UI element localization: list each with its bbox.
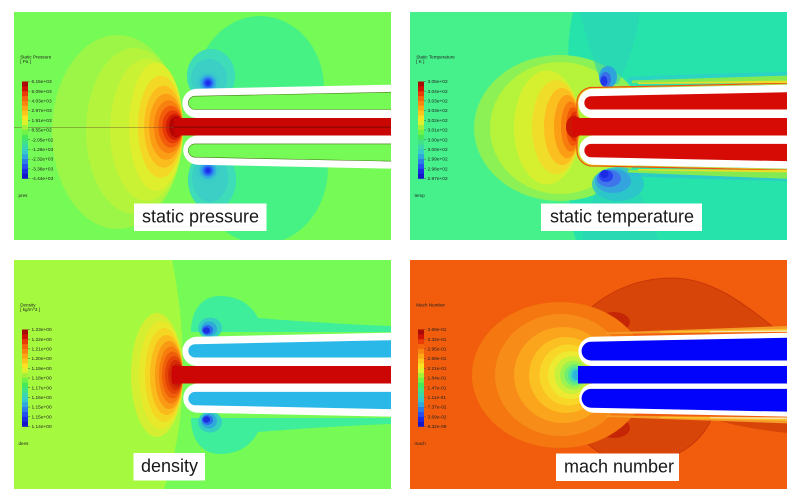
svg-text:3.04e+02: 3.04e+02: [428, 89, 448, 95]
svg-text:3.32e-01: 3.32e-01: [428, 337, 447, 343]
svg-text:dens: dens: [19, 441, 30, 446]
svg-text:3.03e+02: 3.03e+02: [428, 108, 448, 114]
svg-text:-3.38e+03: -3.38e+03: [32, 166, 54, 172]
svg-text:temp: temp: [415, 193, 426, 198]
svg-text:1.91e+03: 1.91e+03: [32, 118, 52, 124]
svg-text:[ K ]: [ K ]: [416, 59, 424, 64]
svg-text:2.99e+02: 2.99e+02: [428, 157, 448, 163]
svg-text:3.00e+02: 3.00e+02: [428, 137, 448, 143]
svg-text:2.98e+02: 2.98e+02: [428, 166, 448, 172]
svg-text:-2.32e+03: -2.32e+03: [32, 157, 54, 163]
svg-text:[ kg/m^3 ]: [ kg/m^3 ]: [20, 307, 40, 312]
svg-text:mach: mach: [415, 441, 427, 446]
svg-text:1.15e+00: 1.15e+00: [32, 414, 52, 420]
svg-text:Mach Number: Mach Number: [416, 303, 445, 308]
svg-text:1.11e-01: 1.11e-01: [428, 395, 447, 401]
svg-text:-4.44e+03: -4.44e+03: [32, 176, 54, 182]
svg-text:1.84e-01: 1.84e-01: [428, 376, 447, 382]
svg-text:1.15e+00: 1.15e+00: [32, 405, 52, 411]
svg-text:7.37e-02: 7.37e-02: [428, 405, 447, 411]
svg-text:2.97e+03: 2.97e+03: [32, 108, 52, 114]
svg-text:1.47e-01: 1.47e-01: [428, 385, 447, 391]
svg-text:mach number: mach number: [564, 457, 674, 477]
svg-text:static temperature: static temperature: [550, 207, 694, 227]
svg-text:3.01e+02: 3.01e+02: [428, 128, 448, 134]
svg-text:3.69e-01: 3.69e-01: [428, 327, 447, 333]
svg-text:1.19e+00: 1.19e+00: [32, 366, 52, 372]
svg-text:Static Temperature: Static Temperature: [416, 55, 455, 60]
svg-text:static pressure: static pressure: [142, 207, 259, 227]
svg-text:-2.05e+02: -2.05e+02: [32, 137, 54, 143]
svg-text:Static Pressure: Static Pressure: [20, 55, 52, 60]
svg-text:8.32e-09: 8.32e-09: [428, 424, 447, 430]
svg-text:3.05e+02: 3.05e+02: [428, 79, 448, 85]
svg-text:Density: Density: [20, 303, 36, 308]
svg-text:[ Pa ]: [ Pa ]: [20, 59, 31, 64]
svg-text:6.15e+03: 6.15e+03: [32, 79, 52, 85]
svg-text:1.16e+00: 1.16e+00: [32, 395, 52, 401]
svg-text:1.18e+00: 1.18e+00: [32, 376, 52, 382]
svg-text:1.14e+00: 1.14e+00: [32, 424, 52, 430]
svg-text:density: density: [141, 456, 198, 476]
svg-text:3.03e+02: 3.03e+02: [428, 99, 448, 105]
svg-text:3.69e-02: 3.69e-02: [428, 414, 447, 420]
svg-text:2.95e-01: 2.95e-01: [428, 347, 447, 353]
svg-text:1.21e+00: 1.21e+00: [32, 347, 52, 353]
svg-text:8.55e+02: 8.55e+02: [32, 128, 52, 134]
svg-text:1.17e+00: 1.17e+00: [32, 385, 52, 391]
svg-text:2.58e-01: 2.58e-01: [428, 356, 447, 362]
svg-text:5.09e+03: 5.09e+03: [32, 89, 52, 95]
svg-text:1.22e+00: 1.22e+00: [32, 337, 52, 343]
svg-text:1.20e+00: 1.20e+00: [32, 356, 52, 362]
svg-text:1.23e+00: 1.23e+00: [32, 327, 52, 333]
svg-text:3.02e+02: 3.02e+02: [428, 118, 448, 124]
svg-text:3.00e+02: 3.00e+02: [428, 147, 448, 153]
svg-text:4.03e+03: 4.03e+03: [32, 99, 52, 105]
svg-text:pres: pres: [19, 193, 29, 198]
svg-text:2.21e-01: 2.21e-01: [428, 366, 447, 372]
svg-text:2.97e+02: 2.97e+02: [428, 176, 448, 182]
svg-text:-1.26e+03: -1.26e+03: [32, 147, 54, 153]
